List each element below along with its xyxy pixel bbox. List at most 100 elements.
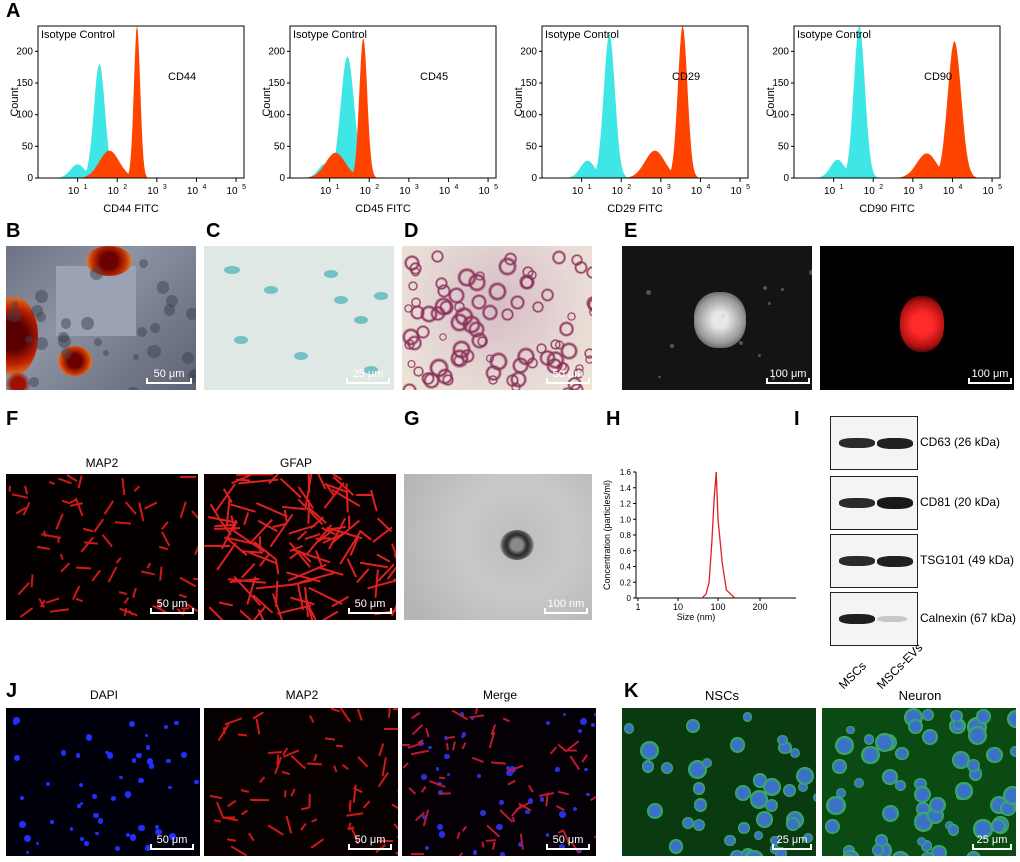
process-stroke [507,779,516,786]
neurosphere-brightfield-image [622,246,812,390]
cell-dot [669,839,684,854]
cell-dot [453,301,466,314]
process-stroke [193,577,198,583]
process-stroke [60,562,71,573]
cell-dot [479,809,486,816]
cell-dot [639,741,659,761]
process-stroke [132,587,138,598]
x-tick-exponent: 3 [919,184,923,191]
cell-dot [973,819,993,839]
process-stroke [194,540,198,555]
process-stroke [428,779,446,787]
x-tick-exponent: 2 [627,184,631,191]
cell-dot [497,256,518,276]
cell-dot [409,262,423,276]
process-stroke [462,826,467,832]
cell-dot [527,798,534,804]
process-stroke [77,475,83,489]
neurosphere-fluorescence-image [820,246,1014,390]
cell-dot [566,311,576,321]
x-axis-label: CD45 FITC [355,203,411,215]
cell-dot [826,796,846,816]
cell-dot [119,775,123,779]
cell-dot [470,716,474,720]
cell-dot [781,288,784,292]
process-stroke [60,554,65,561]
process-stroke [384,728,398,731]
y-tick-label: 0 [783,173,789,184]
cell-dot [58,332,70,343]
x-tick-exponent: 1 [84,184,88,191]
process-stroke [512,816,516,823]
y-tick-label: 0 [27,173,33,184]
cell-dot [436,823,444,830]
cell-dot [808,269,812,275]
process-stroke [402,762,409,770]
isotype-label: Isotype Control [293,29,367,41]
cell-dot [735,784,752,801]
cell-dot [642,760,655,773]
cell-dot [558,321,575,338]
process-stroke [360,561,389,568]
cell-dot [955,782,973,800]
x-tick-exponent: 4 [706,184,710,191]
cell-dot [952,719,964,730]
process-stroke [475,708,479,715]
cell-dot [410,296,422,308]
cell-dot [499,852,506,856]
cell-dot [129,834,136,841]
blot-strip-3 [830,534,918,588]
x-tick-exponent: 2 [375,184,379,191]
panel-label-f: F [6,408,19,430]
process-stroke [241,810,248,816]
process-stroke [438,776,446,779]
cell-dot [420,773,427,780]
process-stroke [81,537,95,553]
cell-dot [742,712,753,722]
process-stroke [402,743,411,746]
blot-band [877,616,907,622]
x-tick-exponent: 1 [840,184,844,191]
panel-label-i: I [794,408,800,430]
process-stroke [276,604,311,615]
process-stroke [593,835,596,838]
cell-dot [431,249,445,263]
process-stroke [388,708,392,719]
cell-dot [789,748,800,759]
cell-dot [416,324,431,339]
process-stroke [284,790,287,798]
cell-dot [194,779,199,784]
cell-dot [188,369,196,384]
x-axis-label: Size (nm) [677,612,716,622]
y-tick-label: 50 [274,141,286,152]
process-stroke [24,485,28,494]
y-tick-label: 200 [268,46,285,57]
cell-dot [824,819,840,835]
cell-dot [79,837,84,842]
process-stroke [281,770,290,775]
cell-dot [24,834,32,842]
x-tick-label: 10 [943,186,955,197]
cell-dot [511,381,522,390]
cell-dot [13,754,20,761]
cell-dot [435,767,440,771]
process-stroke [92,570,101,582]
x-tick-label: 10 [187,186,199,197]
process-stroke [301,807,310,811]
alcian-blue-stain-image [204,246,394,390]
process-stroke [11,493,28,499]
process-stroke [83,527,94,532]
y-tick-label: 100 [16,110,33,121]
process-stroke [376,553,390,562]
cell-dot [50,820,54,824]
process-stroke [510,804,523,817]
plot-frame [541,25,749,179]
process-stroke [310,839,325,850]
cell-dot [551,250,567,266]
process-stroke [331,708,341,713]
cell-dot [406,335,423,351]
y-tick-label: 100 [520,110,537,121]
process-stroke [556,805,565,811]
cell-dot [7,307,21,322]
